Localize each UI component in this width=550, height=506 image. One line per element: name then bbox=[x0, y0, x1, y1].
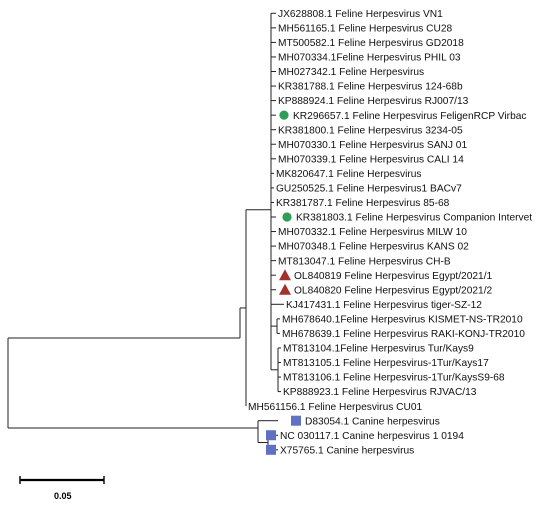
leaf-label: MH070332.1 Feline Herpesvirus MILW 10 bbox=[278, 227, 467, 238]
leaf-label: NC 030117.1 Canine herpesvirus 1 0194 bbox=[280, 431, 464, 442]
leaf-label: MT813105.1 Feline Herpesvirus-1Tur/Kays1… bbox=[283, 358, 489, 369]
leaf-label: MT813106.1 Feline Herpesvirus-1Tur/KaysS… bbox=[283, 373, 505, 384]
leaf-label: KR381803.1 Feline Herpesvirus Companion … bbox=[296, 213, 532, 224]
leaf-label: MT500582.1 Feline Herpesvirus GD2018 bbox=[278, 38, 464, 49]
scale-bar: 0.05 bbox=[19, 476, 105, 501]
square-marker bbox=[291, 415, 301, 426]
leaf-label: MT813104.1Feline Herpesvirus Tur/Kays9 bbox=[283, 344, 474, 355]
square-marker bbox=[266, 430, 276, 441]
leaf-label: OL840819 Feline Herpesvirus Egypt/2021/1 bbox=[294, 271, 493, 282]
leaf-label: MH070339.1 Feline Herpesvirus CALI 14 bbox=[278, 154, 464, 165]
leaf-label: KP888923.1 Feline Herpesvirus RJVAC/13 bbox=[283, 387, 477, 398]
leaf-label: MH070334.1Feline Herpesvirus PHIL 03 bbox=[278, 53, 461, 64]
leaf-label: KR381787.1 Feline Herpesvirus 85-68 bbox=[276, 198, 450, 209]
leaf-label: MH561165.1 Feline Herpesvirus CU28 bbox=[278, 23, 453, 34]
scale-bar-label: 0.05 bbox=[54, 491, 72, 501]
leaf-label: KR381800.1 Feline Herpesvirus 3234-05 bbox=[278, 125, 463, 136]
leaf-markers bbox=[266, 110, 301, 455]
leaf-label: JX628808.1 Feline Herpesvirus VN1 bbox=[278, 9, 443, 20]
leaf-label: MH678639.1 Feline Herpesvirus RAKI-KONJ-… bbox=[282, 329, 525, 340]
leaf-label: OL840820 Feline Herpesvirus Egypt/2021/2 bbox=[294, 285, 493, 296]
leaf-label: MK820647.1 Feline Herpesvirus bbox=[276, 169, 422, 180]
circle-marker bbox=[282, 212, 292, 222]
leaf-label: MH027342.1 Feline Herpesvirus bbox=[278, 67, 424, 78]
leaf-label: KP888924.1 Feline Herpesvirus RJ007/13 bbox=[278, 96, 469, 107]
leaf-label: MH070348.1 Feline Herpesvirus KANS 02 bbox=[278, 242, 469, 253]
leaf-label: GU250525.1 Feline Herpesvirus1 BACv7 bbox=[276, 184, 462, 195]
circle-marker bbox=[279, 110, 289, 120]
triangle-marker bbox=[279, 283, 291, 295]
square-marker bbox=[266, 444, 276, 455]
leaf-label: KR296657.1 Feline Herpesvirus FeligenRCP… bbox=[293, 111, 527, 122]
leaf-label: MT813047.1 Feline Herpesvirus CH-B bbox=[278, 256, 451, 267]
leaf-label: MH070330.1 Feline Herpesvirus SANJ 01 bbox=[278, 140, 467, 151]
leaf-label: MH561156.1 Feline Herpesvirus CU01 bbox=[248, 402, 423, 413]
leaf-label: KJ417431.1 Feline Herpesvirus tiger-SZ-1… bbox=[286, 300, 482, 311]
tree-branches bbox=[7, 12, 284, 451]
leaf-labels: JX628808.1 Feline Herpesvirus VN1 MH56116… bbox=[248, 9, 532, 456]
triangle-marker bbox=[279, 269, 291, 281]
leaf-label: MH678640.1Feline Herpesvirus KISMET-NS-T… bbox=[282, 314, 523, 325]
leaf-label: KR381788.1 Feline Herpesvirus 124-68b bbox=[278, 82, 463, 93]
leaf-label: X75765.1 Canine herpesvirus bbox=[280, 445, 414, 456]
leaf-label: D83054.1 Canine herpesvirus bbox=[305, 416, 440, 427]
